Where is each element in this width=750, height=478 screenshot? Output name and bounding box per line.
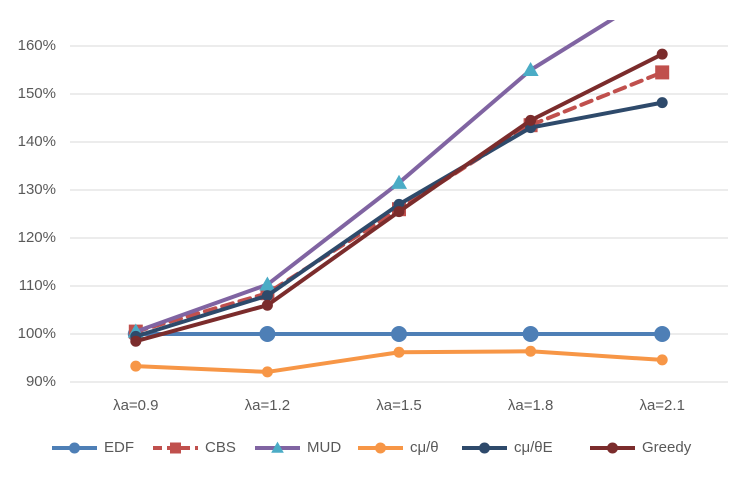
x-tick-label: λa=1.8: [508, 397, 553, 414]
data-point-c: [393, 346, 405, 358]
data-point-mud: [522, 61, 539, 77]
y-tick-label: 150%: [18, 85, 56, 102]
legend-item-edf: EDF: [52, 439, 134, 456]
legend-marker-cbs: [170, 442, 181, 454]
legend-marker-greedy: [607, 442, 618, 454]
legend-item-c: cμ/θ: [358, 439, 439, 456]
x-tick-label: λa=0.9: [113, 397, 158, 414]
legend-item-c-e: cμ/θE: [462, 439, 553, 456]
data-point-c: [525, 345, 537, 357]
legend-item-mud: MUD: [255, 439, 341, 456]
legend-marker-c-e: [479, 442, 490, 454]
legend-marker-mud: [271, 441, 284, 453]
y-tick-label: 100%: [18, 325, 56, 342]
series-greedy: [130, 48, 668, 347]
legend-label-edf: EDF: [104, 439, 134, 456]
series-line-mud: [133, 20, 616, 334]
y-tick-label: 110%: [19, 277, 56, 294]
data-point-greedy: [656, 48, 668, 60]
data-point-c-e: [261, 290, 273, 302]
x-tick-label: λa=2.1: [639, 397, 684, 414]
data-point-edf: [522, 326, 539, 342]
data-point-edf: [654, 326, 671, 342]
legend-label-c: cμ/θ: [410, 439, 439, 456]
data-point-greedy: [525, 114, 537, 126]
data-point-edf: [391, 326, 407, 342]
y-tick-label: 160%: [18, 37, 56, 54]
series-edf: [127, 326, 671, 342]
data-point-c-e: [656, 97, 668, 109]
data-point-greedy: [393, 206, 405, 218]
data-point-greedy: [261, 299, 273, 311]
legend-item-greedy: Greedy: [590, 439, 692, 456]
series-line-greedy: [133, 52, 665, 344]
series-lines: [127, 20, 671, 378]
data-point-c: [130, 360, 142, 372]
x-tick-label: λa=1.2: [245, 397, 290, 414]
y-tick-label: 140%: [18, 133, 56, 150]
x-axis-tick-labels: λa=0.9 λa=1.2 λa=1.5 λa=1.8 λa=2.1: [113, 397, 685, 414]
data-point-greedy: [130, 335, 142, 347]
data-point-mud: [390, 174, 408, 189]
legend-marker-c: [375, 442, 386, 454]
y-axis-tick-labels: 90% 100% 110% 120% 130% 140% 150% 160%: [18, 37, 56, 390]
data-point-mud: [259, 276, 276, 291]
series-mud: [127, 20, 616, 338]
legend-label-mud: MUD: [307, 439, 341, 456]
x-tick-label: λa=1.5: [376, 397, 421, 414]
data-point-cbs: [655, 65, 670, 80]
data-point-edf: [259, 326, 276, 342]
y-tick-label: 90%: [26, 373, 56, 390]
y-tick-label: 120%: [18, 229, 56, 246]
data-point-c: [261, 366, 273, 378]
legend-label-greedy: Greedy: [642, 439, 692, 456]
legend-label-c-e: cμ/θE: [514, 439, 553, 456]
legend-marker-edf: [69, 442, 80, 454]
legend: EDF CBS MUD cμ/θ cμ/θE Greedy: [52, 439, 692, 456]
legend-item-cbs: CBS: [153, 439, 236, 456]
legend-label-cbs: CBS: [205, 439, 236, 456]
y-tick-label: 130%: [18, 181, 56, 198]
data-point-c: [656, 354, 668, 366]
series-c: [130, 345, 668, 378]
